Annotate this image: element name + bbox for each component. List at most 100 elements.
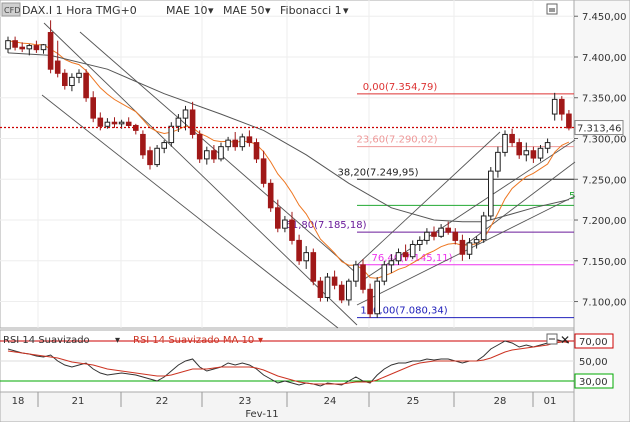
rsi-ma-dropdown-icon[interactable]: ▾ — [258, 335, 263, 346]
rsi-tick-label: 50,00 — [579, 357, 608, 368]
candle-body — [118, 121, 125, 125]
mae10-line — [7, 40, 570, 279]
candle-body — [54, 60, 61, 74]
y-tick-label: 7.450,00 — [582, 12, 627, 23]
x-group-label: Fev-11 — [245, 409, 278, 420]
candle-body — [417, 239, 423, 245]
trend-line-0 — [43, 22, 358, 326]
fib-label: 23,60(7.290,02) — [357, 135, 438, 146]
candle-body — [303, 252, 309, 262]
mae50-line — [7, 52, 570, 223]
rsi-level-box — [574, 333, 614, 349]
rsi-label[interactable]: RSI 14 Suavizado — [3, 335, 90, 346]
current-price-box — [574, 120, 624, 136]
rsi-ma-line — [7, 341, 569, 385]
candle-body — [275, 207, 281, 229]
candle-body — [239, 136, 246, 148]
trend-line-1 — [41, 94, 339, 329]
candle-body — [424, 231, 430, 241]
candle-body — [282, 219, 288, 229]
candle-body — [402, 252, 409, 258]
candle-body — [225, 139, 231, 148]
candle-body — [409, 243, 416, 258]
candle-body — [523, 150, 530, 156]
fib-label: 0,00(7.354,79) — [363, 82, 438, 93]
rsi-close-icon[interactable]: ✕ — [560, 333, 570, 347]
candle-body — [97, 117, 104, 127]
x-tick-label: 21 — [72, 396, 85, 407]
candle-body — [488, 170, 494, 217]
rsi-ma-label[interactable]: RSI 14 Suavizado MA 10 — [133, 335, 254, 346]
candle-body — [480, 215, 487, 241]
rsi-dropdown-icon[interactable]: ▾ — [115, 335, 120, 346]
candle-body — [381, 264, 388, 282]
candle-body — [331, 276, 338, 286]
fib-label: 76,40(7.145,11) — [372, 253, 453, 264]
candle-body — [76, 72, 82, 78]
candle-body — [218, 146, 224, 160]
candle-body — [466, 242, 473, 255]
candle-body — [537, 147, 544, 159]
fibonacci-dropdown-icon[interactable]: ▾ — [343, 4, 349, 17]
candle-body — [253, 142, 260, 160]
fibonacci-label[interactable]: Fibonacci 1 — [280, 4, 342, 17]
trend-line-4 — [356, 131, 501, 266]
candle-body — [566, 113, 572, 129]
trend-line-2 — [79, 31, 356, 273]
candle-body — [438, 227, 444, 237]
mae10-dropdown-icon[interactable]: ▾ — [208, 4, 214, 17]
axis-labels: 7.450,00 7.400,00 7.350,00 7.300,00 7.250,00… — [12, 12, 627, 420]
mae50-label[interactable]: MAE 50 — [223, 4, 264, 17]
candle-body — [452, 231, 459, 241]
candle-body — [19, 46, 25, 50]
candle-body — [232, 139, 238, 148]
candle-body — [473, 239, 480, 244]
fib-label: 100,00(7.080,34) — [360, 306, 447, 317]
symbol-label: DAX.I 1 Hora TMG+0 — [22, 4, 137, 17]
candle-body — [40, 44, 47, 51]
candle-body — [509, 133, 515, 144]
rsi-tick-label: 30,00 — [579, 377, 608, 388]
y-tick-label: 7.150,00 — [582, 257, 627, 268]
candle-body — [360, 264, 366, 290]
x-tick-label: 01 — [544, 396, 557, 407]
x-tick-label: 22 — [156, 396, 169, 407]
current-price: 7.313,46 — [0, 120, 624, 136]
candle-body — [338, 284, 345, 301]
candle-body — [296, 239, 302, 262]
fib-right-label: 5 — [569, 191, 575, 202]
candle-body — [431, 231, 437, 237]
x-tick-label: 25 — [407, 396, 420, 407]
candle-body — [516, 142, 523, 156]
mae10-label[interactable]: MAE 10 — [166, 4, 207, 17]
fib-label: 61,80(7.185,18) — [286, 220, 367, 231]
fibonacci-levels[interactable]: 0,00(7.354,79) 23,60(7.290,02) 38,20(7.249… — [286, 82, 576, 319]
candle-body — [83, 72, 89, 99]
candle-body — [267, 182, 274, 209]
candle-body — [502, 133, 508, 153]
y-tick-label: 7.400,00 — [582, 53, 627, 64]
candle-body — [346, 280, 352, 301]
rsi-tick-label: 70,00 — [579, 337, 608, 348]
candle-body — [12, 40, 18, 48]
candle-body — [395, 252, 402, 262]
x-tick-label: 28 — [494, 396, 507, 407]
y-tick-label: 7.350,00 — [582, 94, 627, 105]
candle-body — [289, 219, 295, 241]
candle-body — [90, 97, 97, 119]
candle-body — [62, 72, 68, 87]
mae50-dropdown-icon[interactable]: ▾ — [265, 4, 271, 17]
candle-body — [374, 280, 380, 315]
candle-body — [445, 227, 451, 233]
candle-body — [26, 45, 33, 50]
candle-body — [544, 142, 551, 149]
y-tick-label: 7.200,00 — [582, 216, 627, 227]
fib-label: 38,20(7.249,95) — [338, 167, 419, 178]
candle-body — [189, 109, 196, 135]
cfd-logo — [1, 2, 21, 17]
x-tick-label: 24 — [324, 396, 337, 407]
candles — [5, 20, 572, 318]
candle-body — [204, 150, 210, 160]
candle-body — [530, 150, 537, 159]
